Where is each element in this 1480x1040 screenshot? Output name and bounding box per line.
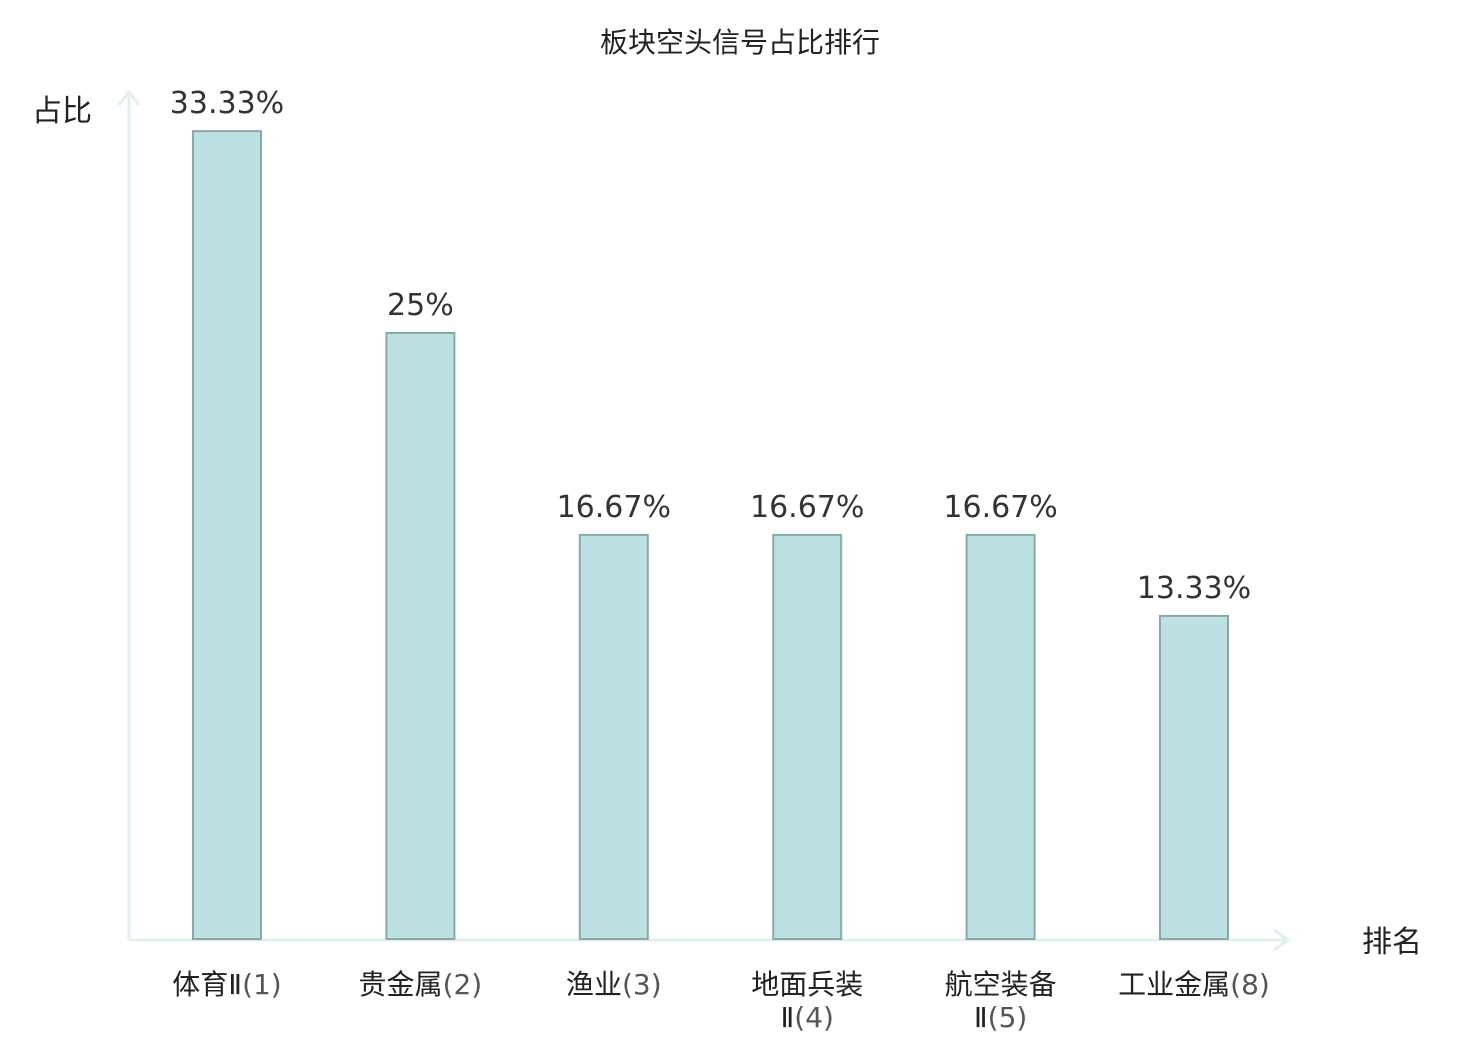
chart-title: 板块空头信号占比排行	[600, 26, 880, 59]
x-axis-label: 排名	[1362, 925, 1422, 960]
bar-2	[385, 332, 456, 940]
value-label-6: 13.33%	[1137, 571, 1251, 606]
bar-5	[965, 533, 1036, 941]
y-axis	[117, 89, 141, 940]
value-label-1: 33.33%	[170, 86, 284, 121]
bar-6	[1159, 614, 1229, 941]
category-label-1: 体育Ⅱ(1)	[172, 968, 281, 1001]
value-labels-group: 33.33% 25% 16.67% 16.67% 16.67% 13.33%	[170, 86, 1251, 606]
category-label-6: 工业金属(8)	[1118, 968, 1270, 1001]
bar-4	[772, 533, 843, 941]
bars-group	[192, 130, 1229, 941]
value-label-4: 16.67%	[750, 490, 864, 525]
value-label-5: 16.67%	[943, 490, 1057, 525]
bar-1	[192, 130, 262, 941]
value-label-3: 16.67%	[557, 490, 671, 525]
category-label-2: 贵金属(2)	[359, 968, 483, 1001]
bar-3	[578, 533, 649, 941]
x-axis	[129, 928, 1291, 952]
category-label-5: 航空装备 Ⅱ(5)	[945, 968, 1057, 1034]
category-label-3: 渔业(3)	[566, 968, 662, 1001]
category-label-4: 地面兵装 Ⅱ(4)	[751, 968, 863, 1034]
category-labels-group: 体育Ⅱ(1) 贵金属(2) 渔业(3) 地面兵装 Ⅱ(4) 航空装备 Ⅱ(5) 工业金属(8)	[172, 968, 1270, 1034]
y-axis-label: 占比	[32, 94, 92, 129]
value-label-2: 25%	[387, 288, 454, 323]
